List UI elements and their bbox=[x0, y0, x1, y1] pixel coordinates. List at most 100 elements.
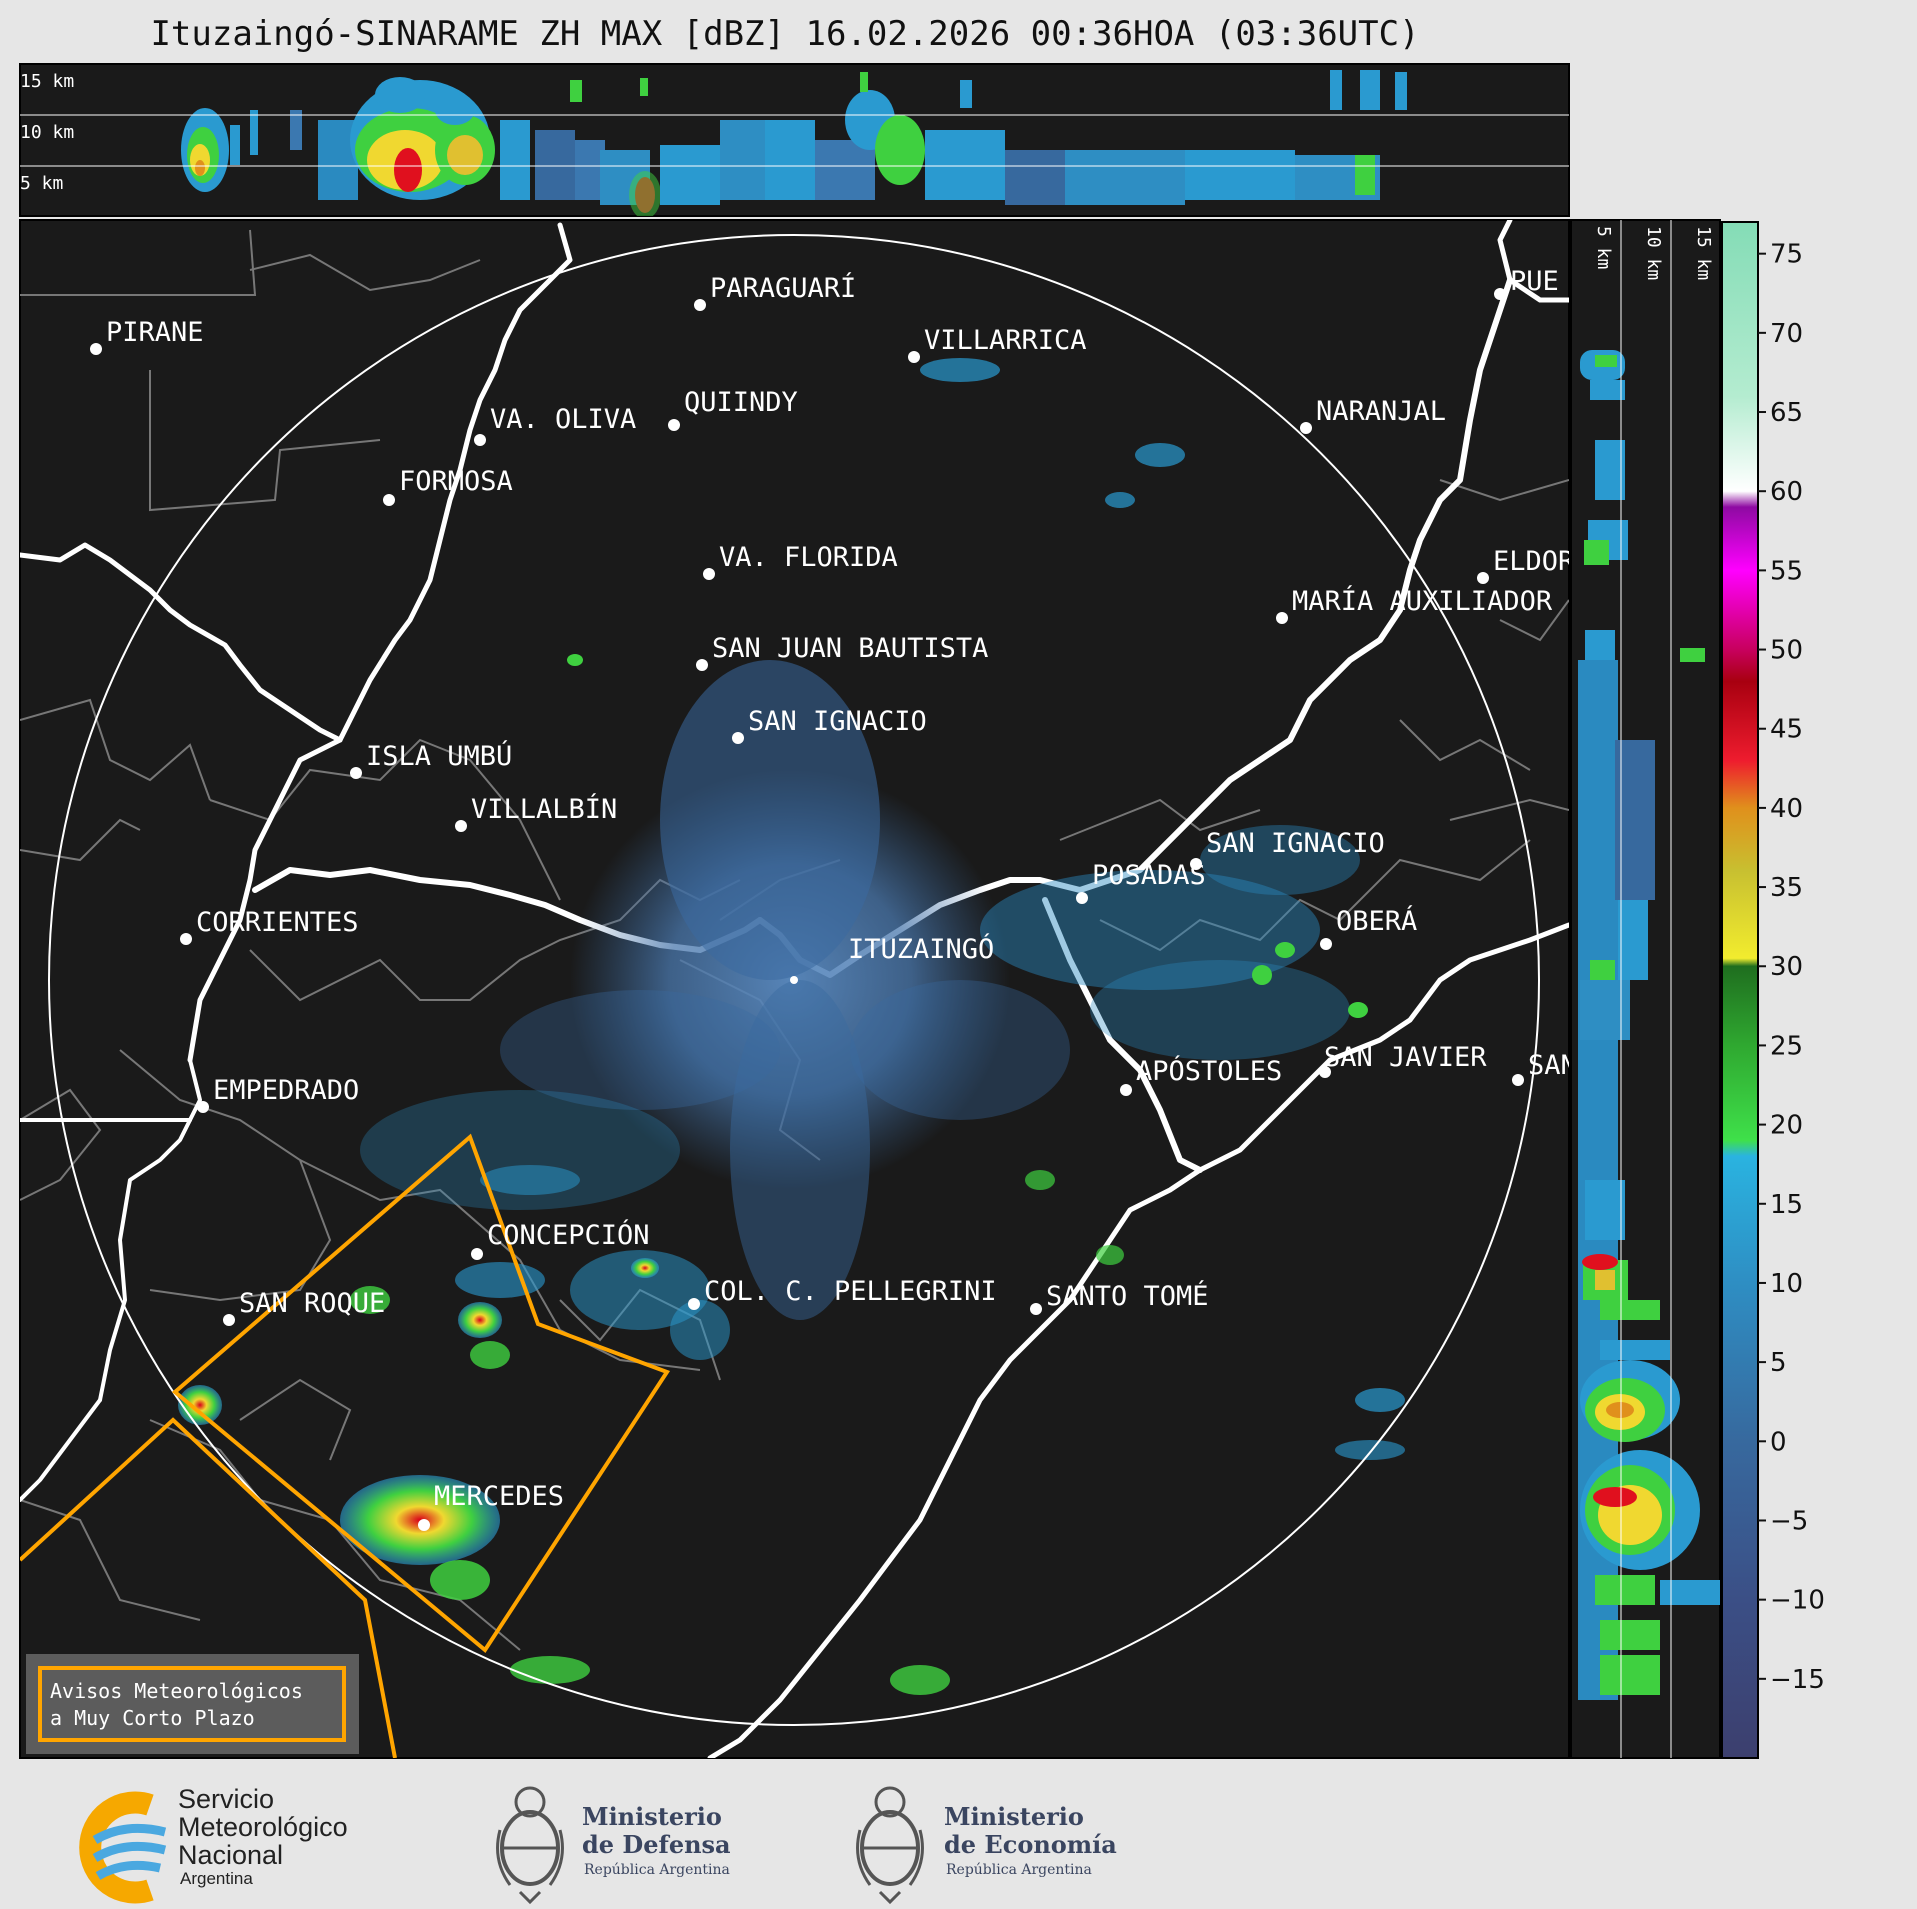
argentina-coat-of-arms-icon bbox=[496, 1786, 564, 1905]
city-va-oliva: VA. OLIVA bbox=[474, 404, 636, 446]
city-label: EMPEDRADO bbox=[213, 1075, 359, 1106]
city-marker-dot bbox=[471, 1248, 483, 1260]
city-apostoles: APÓSTOLES bbox=[1120, 1055, 1282, 1096]
city-maria-auxiliadora: MARÍA AUXILIADOR bbox=[1276, 585, 1553, 624]
city-marker-dot bbox=[90, 343, 102, 355]
city-label: SAN JAVIER bbox=[1324, 1042, 1487, 1073]
radar-site-label: ITUZAINGÓ bbox=[848, 933, 994, 965]
city-col-pellegrini: COL. C. PELLEGRINI bbox=[688, 1276, 997, 1310]
height-label-5km: 5 km bbox=[20, 173, 63, 194]
colorbar-tick-label: 60 bbox=[1770, 477, 1803, 507]
legend-line-1: Avisos Meteorológicos bbox=[50, 1679, 303, 1703]
city-marker-dot bbox=[1300, 422, 1312, 434]
colorbar-tick-label: 35 bbox=[1770, 873, 1803, 903]
city-villarrica: VILLARRICA bbox=[908, 325, 1087, 363]
city-marker-dot bbox=[223, 1314, 235, 1326]
side-height-label-10km: 10 km bbox=[1643, 226, 1664, 280]
city-marker-dot bbox=[732, 732, 744, 744]
city-pirane: PIRANE bbox=[90, 317, 204, 355]
city-mercedes: MERCEDES bbox=[418, 1481, 564, 1531]
height-label-10km: 10 km bbox=[20, 122, 74, 143]
defensa-line-3: República Argentina bbox=[584, 1862, 730, 1878]
smn-line-3: Nacional bbox=[178, 1840, 283, 1870]
city-marker-dot bbox=[688, 1298, 700, 1310]
warning-polygons bbox=[20, 1133, 671, 1758]
city-markers: PIRANE PARAGUARÍ VILLARRICA QUIINDY VA. OLIV… bbox=[90, 266, 1569, 1531]
city-san-ignacio-ar: SAN IGNACIO bbox=[1190, 828, 1385, 870]
colorbar-tick-label: 30 bbox=[1770, 952, 1803, 982]
city-label: QUIINDY bbox=[684, 387, 798, 418]
city-posadas: POSADAS bbox=[1076, 860, 1206, 904]
city-label: POSADAS bbox=[1092, 860, 1206, 891]
city-marker-dot bbox=[197, 1101, 209, 1113]
city-marker-dot bbox=[1076, 892, 1088, 904]
city-label: COL. C. PELLEGRINI bbox=[704, 1276, 997, 1307]
colorbar-tick-label: 10 bbox=[1770, 1269, 1803, 1299]
height-label-15km: 15 km bbox=[20, 71, 74, 92]
city-marker-dot bbox=[703, 568, 715, 580]
defensa-line-1: Ministerio bbox=[582, 1802, 722, 1831]
side-height-label-5km: 5 km bbox=[1593, 226, 1614, 269]
city-corrientes: CORRIENTES bbox=[180, 907, 359, 945]
warning-polygon-1 bbox=[171, 1133, 671, 1653]
city-label: SAN JUAN BAUTISTA bbox=[712, 633, 988, 664]
city-santo-tome: SANTO TOMÉ bbox=[1030, 1280, 1209, 1315]
city-naranjal: NARANJAL bbox=[1300, 396, 1446, 434]
footer-logos: Servicio Meteorológico Nacional Argentin… bbox=[79, 1784, 1117, 1905]
city-puerto: PUE bbox=[1494, 266, 1559, 300]
colorbar-tick-label: −5 bbox=[1770, 1506, 1808, 1536]
range-ring bbox=[48, 234, 1540, 1726]
city-marker-dot bbox=[1319, 1066, 1331, 1078]
colorbar-tick-label: −15 bbox=[1770, 1665, 1825, 1695]
radar-site-dot bbox=[790, 976, 798, 984]
city-label: MERCEDES bbox=[434, 1481, 564, 1512]
radar-figure: 15 km 10 km 5 km bbox=[19, 63, 1825, 1759]
economia-line-1: Ministerio bbox=[944, 1802, 1084, 1831]
city-label: MARÍA AUXILIADOR bbox=[1292, 585, 1553, 617]
side-echo-profile bbox=[1578, 350, 1720, 1700]
city-obera: OBERÁ bbox=[1320, 905, 1417, 950]
city-label: NARANJAL bbox=[1316, 396, 1446, 427]
city-marker-dot bbox=[694, 299, 706, 311]
city-label: ISLA UMBÚ bbox=[366, 740, 512, 772]
city-label: VILLARRICA bbox=[924, 325, 1087, 356]
city-label: SAN ROQUE bbox=[239, 1288, 385, 1319]
city-marker-dot bbox=[1512, 1074, 1524, 1086]
colorbar-tick-label: 40 bbox=[1770, 794, 1803, 824]
city-va-florida: VA. FLORIDA bbox=[703, 542, 898, 580]
city-marker-dot bbox=[455, 820, 467, 832]
city-label: PARAGUARÍ bbox=[710, 272, 856, 304]
colorbar-tick-label: 45 bbox=[1770, 715, 1803, 745]
top-cross-section-panel: 15 km 10 km 5 km bbox=[19, 63, 1570, 217]
city-label: SANTO TOMÉ bbox=[1046, 1280, 1209, 1312]
smn-line-2: Meteorológico bbox=[178, 1812, 348, 1842]
warnings-legend: Avisos Meteorológicos a Muy Corto Plazo bbox=[26, 1654, 359, 1754]
city-label: VA. OLIVA bbox=[490, 404, 636, 435]
colorbar-tick-label: 55 bbox=[1770, 556, 1803, 586]
top-echo-profile bbox=[181, 70, 1407, 216]
city-marker-dot bbox=[908, 351, 920, 363]
colorbar-tick-label: 0 bbox=[1770, 1427, 1787, 1457]
side-cross-section-panel: 5 km 10 km 15 km bbox=[1570, 219, 1721, 1759]
city-eldorado: ELDOR bbox=[1477, 546, 1569, 584]
colorbar-tick-label: −10 bbox=[1770, 1586, 1825, 1616]
city-marker-dot bbox=[1320, 938, 1332, 950]
legend-line-2: a Muy Corto Plazo bbox=[50, 1706, 255, 1730]
economia-line-3: República Argentina bbox=[946, 1862, 1092, 1878]
city-marker-dot bbox=[418, 1519, 430, 1531]
smn-logo: Servicio Meteorológico Nacional Argentin… bbox=[79, 1784, 348, 1904]
colorbar-tick-label: 65 bbox=[1770, 398, 1803, 428]
city-label: FORMOSA bbox=[399, 466, 513, 497]
economia-line-2: de Economía bbox=[944, 1830, 1117, 1859]
city-san-ignacio-py: SAN IGNACIO bbox=[732, 706, 927, 744]
city-marker-dot bbox=[350, 767, 362, 779]
city-empedrado: EMPEDRADO bbox=[197, 1075, 359, 1113]
economia-logo: Ministerio de Economía República Argenti… bbox=[856, 1786, 1117, 1905]
radar-echoes bbox=[178, 358, 1405, 1695]
city-marker-dot bbox=[696, 659, 708, 671]
city-concepcion: CONCEPCIÓN bbox=[471, 1219, 650, 1260]
smn-line-4: Argentina bbox=[180, 1869, 253, 1888]
smn-emblem-icon bbox=[79, 1791, 167, 1904]
